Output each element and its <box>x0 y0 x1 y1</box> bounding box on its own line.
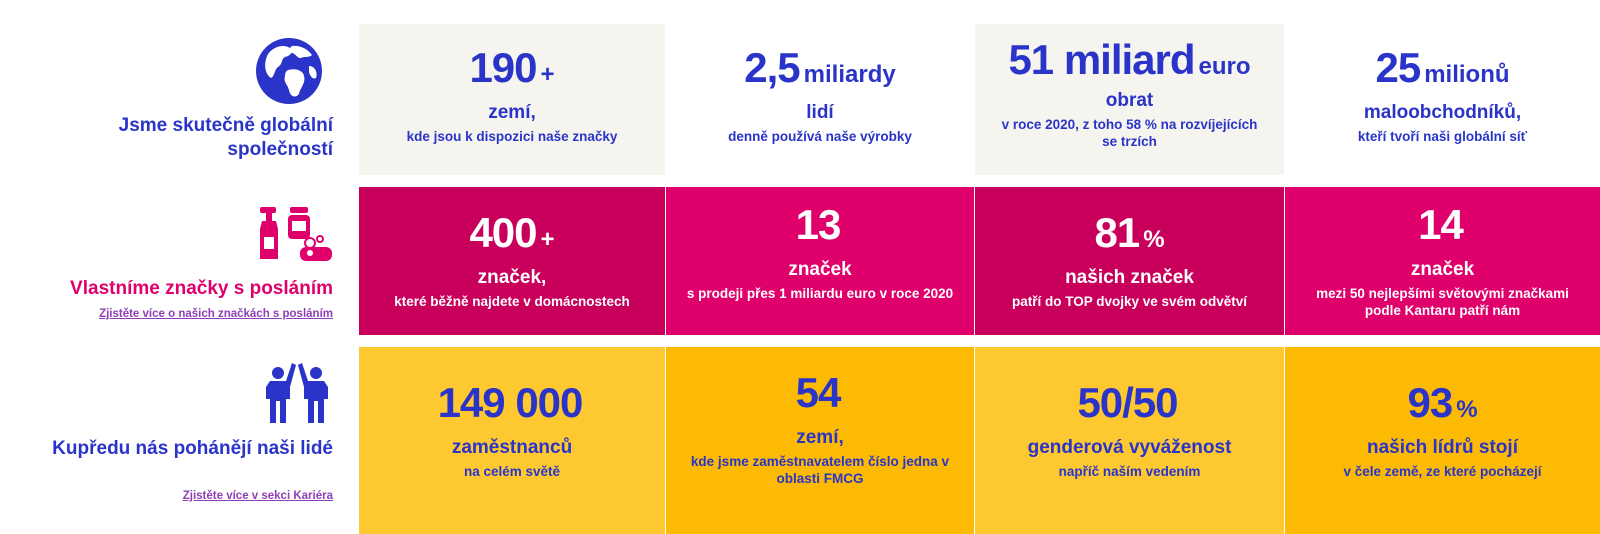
stat-subtitle: zemí, <box>488 102 536 123</box>
stat-card-employees: 149 000 zaměstnanců na celém světě <box>359 347 665 534</box>
stat-value: 14 <box>1418 201 1464 248</box>
stat-description: kde jsou k dispozici naše značky <box>406 129 618 144</box>
stat-description: patří do TOP dvojky ve svém odvětví <box>1011 294 1248 309</box>
stat-description: napříč naším vedením <box>1058 464 1201 479</box>
stats-row-global: Jsme skutečně globální společností 190 + … <box>0 24 1600 175</box>
stat-subtitle: našich značek <box>1065 267 1194 288</box>
stat-value: 50/50 <box>1077 379 1178 426</box>
stat-value: 25 <box>1375 44 1421 91</box>
brands-link[interactable]: Zjistěte více o našich značkách s poslán… <box>99 308 333 320</box>
stat-value: 149 000 <box>437 379 584 426</box>
stat-value: 190 <box>469 44 537 91</box>
stat-unit: + <box>540 61 555 88</box>
stat-card-billion-brands: 13 značek s prodeji přes 1 miliardu euro… <box>666 187 974 335</box>
stat-subtitle: maloobchodníků, <box>1363 102 1522 123</box>
stat-card-retailers: 25 milionů maloobchodníků, kteří tvoří na… <box>1285 24 1600 175</box>
stat-card-gender-balance: 50/50 genderová vyváženost napříč naším … <box>975 347 1284 534</box>
stat-subtitle: zemí, <box>796 427 844 448</box>
stat-unit: % <box>1143 226 1165 253</box>
stat-card-kantar-brands: 14 značek mezi 50 nejlepšími světovými z… <box>1285 187 1600 335</box>
stat-subtitle: našich lídrů stojí <box>1367 437 1518 458</box>
stat-subtitle: lidí <box>806 102 834 123</box>
row-title: Vlastníme značky s posláním <box>70 278 333 299</box>
stat-card-countries: 190 + zemí, kde jsou k dispozici naše zna… <box>359 24 665 175</box>
row-title: Jsme skutečně globální společností <box>118 115 333 160</box>
stat-description: denně používá naše výrobky <box>728 129 912 144</box>
globe-icon <box>256 38 322 104</box>
stat-subtitle: genderová vyváženost <box>1027 437 1232 458</box>
stat-description: v roce 2020, z toho 58 % na rozvíjejícíc… <box>1001 117 1258 149</box>
stat-description: kde jsme zaměstnavatelem číslo jedna v o… <box>690 454 950 486</box>
stats-row-brands: Vlastníme značky s posláním Zjistěte víc… <box>0 187 1600 335</box>
stat-description: mezi 50 nejlepšími světovými značkami po… <box>1316 286 1569 318</box>
stat-card-local-leaders: 93% našich lídrů stojí v čele země, ze k… <box>1285 347 1600 534</box>
stat-unit: milionů <box>1424 61 1510 88</box>
stat-value: 54 <box>795 369 842 416</box>
stat-value: 93 <box>1407 379 1453 426</box>
stat-card-employer-countries: 54 zemí, kde jsme zaměstnavatelem číslo … <box>666 347 974 534</box>
stat-description: v čele země, ze které pocházejí <box>1343 464 1542 479</box>
stat-subtitle: zaměstnanců <box>451 437 573 458</box>
people-high-five-icon <box>266 363 328 423</box>
row-label-global: Jsme skutečně globální společností <box>0 24 333 175</box>
row-label-brands: Vlastníme značky s posláním Zjistěte víc… <box>0 187 333 335</box>
stats-row-people: Kupředu nás pohánějí naši lidé Zjistěte … <box>0 347 1600 534</box>
stat-description: kteří tvoří naši globální síť <box>1357 129 1528 144</box>
stat-subtitle: značek, <box>477 267 547 288</box>
stat-unit: euro <box>1198 53 1251 80</box>
stat-unit: miliardy <box>803 61 896 88</box>
careers-link[interactable]: Zjistěte více v sekci Kariéra <box>182 490 333 502</box>
stat-card-turnover: 51 miliard euro obrat v roce 2020, z toho… <box>975 24 1284 175</box>
stat-value: 2,5 <box>744 44 800 91</box>
stat-subtitle: obrat <box>1105 90 1154 111</box>
stat-description: s prodeji přes 1 miliardu euro v roce 20… <box>686 286 954 301</box>
stat-value: 400 <box>469 209 537 256</box>
stat-value: 81 <box>1094 209 1140 256</box>
cleaning-products-icon <box>260 207 332 261</box>
stat-card-top-brands: 81% našich značek patří do TOP dvojky ve… <box>975 187 1284 335</box>
stat-subtitle: značek <box>788 259 852 280</box>
stat-subtitle: značek <box>1410 259 1475 280</box>
stat-unit: + <box>540 226 555 253</box>
row-title: Kupředu nás pohánějí naši lidé <box>52 438 333 459</box>
stat-value: 51 miliard <box>1008 36 1195 83</box>
stat-description: na celém světě <box>463 464 561 479</box>
stat-description: které běžně najdete v domácnostech <box>394 294 630 309</box>
stat-unit: % <box>1456 396 1478 423</box>
stat-card-people: 2,5 miliardy lidí denně používá naše výro… <box>666 24 974 175</box>
row-label-people: Kupředu nás pohánějí naši lidé Zjistěte … <box>0 347 333 534</box>
stat-value: 13 <box>795 201 842 248</box>
stat-card-brands-count: 400 + značek, které běžně najdete v domác… <box>359 187 665 335</box>
